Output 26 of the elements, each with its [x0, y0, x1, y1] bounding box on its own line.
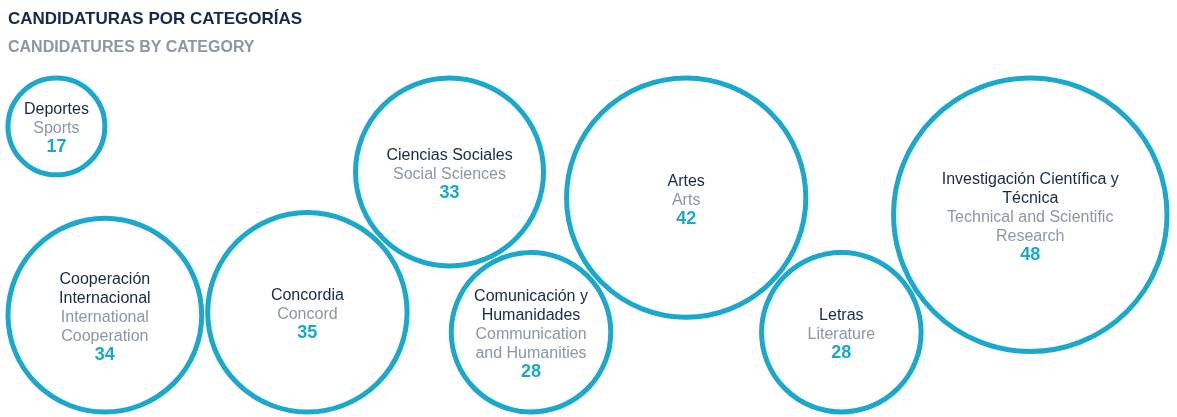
category-label: Deportes [23, 100, 89, 118]
text: Literature [807, 325, 876, 343]
data-label: 17 [46, 136, 67, 157]
category-label: Concordia [270, 286, 344, 304]
text: Arts [671, 190, 701, 208]
data-label: 48 [1020, 243, 1041, 264]
data-label: 34 [94, 344, 115, 365]
text: Sports [33, 119, 80, 137]
text: CANDIDATURES BY CATEGORY [8, 38, 255, 55]
category-label: Comunicación y Humanidades [474, 287, 588, 324]
text: Concord [277, 305, 338, 323]
category-label: Investigación Científica y Técnica [941, 169, 1119, 206]
category-label: Ciencias Sociales [386, 146, 513, 163]
text: CANDIDATURAS POR CATEGORÍAS [8, 9, 303, 28]
data-label: 35 [297, 322, 318, 343]
category-label: Artes [667, 171, 705, 189]
data-label: 28 [520, 361, 542, 382]
text: Social Sciences [393, 165, 506, 182]
data-label: 42 [676, 207, 697, 228]
data-label: 28 [831, 342, 852, 363]
data-label: 33 [439, 182, 460, 202]
text: International Cooperation [60, 308, 149, 345]
text: Technical and Scientific Research [947, 207, 1114, 244]
category-label: Letras [819, 306, 864, 324]
category-label: Cooperación Internacional [59, 270, 151, 307]
text: Communication and Humanities [475, 325, 587, 362]
